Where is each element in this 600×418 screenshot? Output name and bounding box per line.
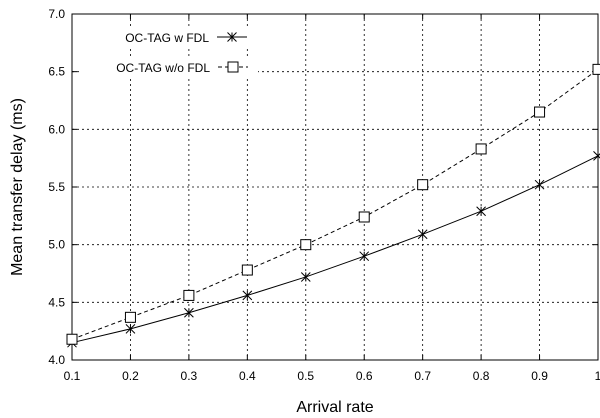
series-1-point bbox=[125, 324, 136, 334]
x-tick-label: 0.3 bbox=[181, 369, 198, 383]
y-tick-label: 5.0 bbox=[48, 238, 65, 252]
series-2-point bbox=[534, 106, 546, 118]
x-tick-label: 0.5 bbox=[297, 369, 314, 383]
y-tick-label: 5.5 bbox=[48, 180, 65, 194]
legend-label: OC-TAG w/o FDL bbox=[116, 61, 210, 75]
series-1-point bbox=[476, 206, 486, 217]
series-2-point bbox=[358, 211, 370, 223]
series-2-point bbox=[592, 63, 600, 75]
series-2-point bbox=[417, 179, 429, 191]
series-1-point bbox=[593, 151, 600, 161]
legend-label: OC-TAG w FDL bbox=[125, 31, 209, 45]
series-1-point bbox=[417, 229, 428, 240]
series-2-point bbox=[300, 239, 312, 251]
series-1-point bbox=[534, 179, 545, 190]
x-tick-label: 0.2 bbox=[122, 369, 139, 383]
x-tick-label: 1 bbox=[595, 369, 600, 383]
y-tick-label: 6.0 bbox=[48, 122, 65, 136]
x-tick-label: 0.6 bbox=[356, 369, 373, 383]
y-tick-label: 6.5 bbox=[48, 65, 65, 79]
y-tick-label: 4.5 bbox=[48, 295, 65, 309]
x-tick-label: 0.1 bbox=[64, 369, 81, 383]
series-1-point bbox=[242, 290, 253, 301]
y-axis-title: Mean transfer delay (ms) bbox=[9, 98, 26, 276]
series-2-point bbox=[241, 264, 253, 276]
legend-marker bbox=[227, 61, 239, 73]
y-tick-label: 7.0 bbox=[48, 7, 65, 21]
legend-background bbox=[79, 28, 257, 48]
x-tick-label: 0.9 bbox=[531, 369, 548, 383]
x-tick-label: 0.8 bbox=[473, 369, 490, 383]
legend: OC-TAG w FDL OC-TAG w/o FDL bbox=[79, 28, 258, 78]
series-1-point bbox=[184, 307, 194, 318]
legend-marker bbox=[227, 32, 237, 42]
series-2-point bbox=[124, 311, 136, 323]
x-tick-label: 0.7 bbox=[414, 369, 431, 383]
series-line-1 bbox=[71, 155, 599, 344]
series-2-point bbox=[475, 143, 487, 155]
series-line-2 bbox=[71, 68, 599, 340]
series-2-point bbox=[183, 289, 195, 301]
x-axis-title: Arrival rate bbox=[296, 399, 373, 416]
legend-background bbox=[80, 58, 258, 78]
series-layer bbox=[66, 63, 600, 348]
x-tick-label: 0.4 bbox=[239, 369, 256, 383]
series-1-point bbox=[359, 251, 370, 262]
y-tick-label: 4.0 bbox=[48, 353, 65, 367]
axis-ticks: 0.1 0.2 0.3 0.4 0.5 0.6 0.7 0.8 0.9 1 4.0 4.5 5.0 5.5… bbox=[48, 7, 600, 383]
series-1-point bbox=[300, 272, 311, 282]
series-2-point bbox=[66, 333, 78, 345]
